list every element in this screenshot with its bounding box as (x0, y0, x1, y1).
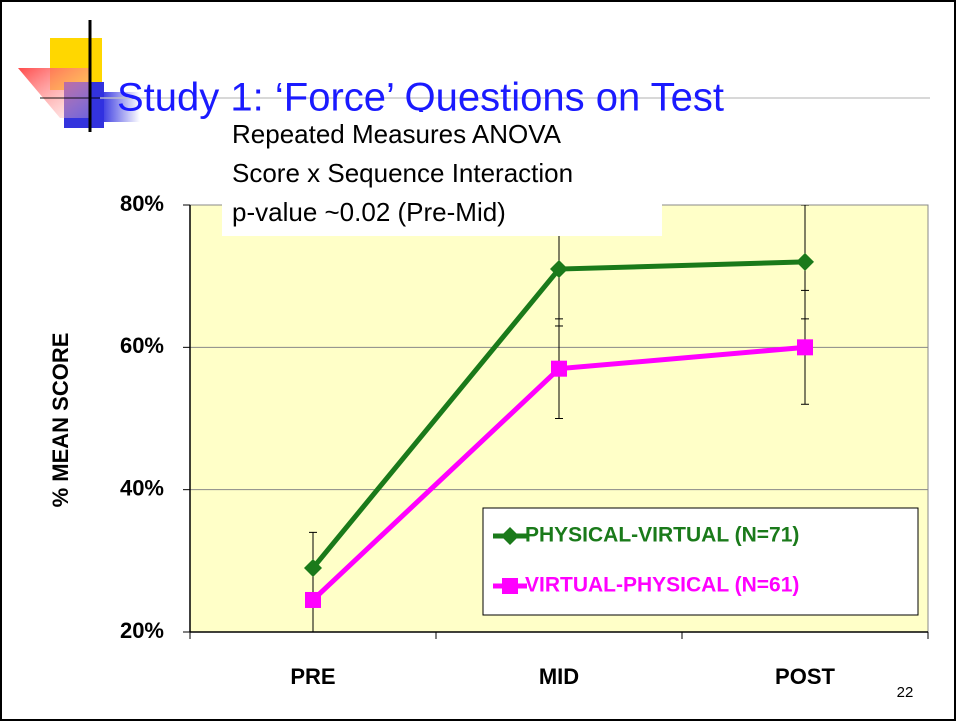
legend-label: PHYSICAL-VIRTUAL (N=71) (525, 524, 799, 547)
legend-marker (501, 527, 519, 545)
x-tick-label: POST (775, 664, 835, 689)
legend-marker (502, 578, 518, 594)
annotation-line: p-value ~0.02 (Pre-Mid) (232, 197, 506, 227)
data-point (796, 252, 814, 271)
legend-label: VIRTUAL-PHYSICAL (N=61) (525, 574, 799, 597)
data-point (797, 339, 813, 356)
annotation-box (222, 112, 662, 236)
page-number: 22 (897, 684, 914, 701)
y-tick-label: 40% (120, 475, 164, 500)
annotation: Repeated Measures ANOVA Score x Sequence … (222, 112, 662, 236)
x-tick-label: PRE (290, 664, 335, 689)
annotation-line: Score x Sequence Interaction (232, 158, 573, 188)
y-tick-label: 60% (120, 333, 164, 358)
y-tick-label: 20% (120, 618, 164, 643)
decoration (18, 20, 930, 132)
data-point (551, 360, 567, 377)
x-tick-label: MID (539, 664, 579, 689)
data-point (305, 591, 321, 608)
data-point (550, 260, 568, 279)
y-axis-label: % MEAN SCORE (48, 333, 73, 508)
legend-box (482, 507, 919, 616)
legend: PHYSICAL-VIRTUAL (N=71) VIRTUAL-PHYSICAL … (482, 507, 919, 616)
chart: 20% 40% 60% 80% PRE MID POST % MEAN SCORE PHYSIC… (48, 112, 929, 689)
data-point (304, 558, 322, 577)
annotation-line: Repeated Measures ANOVA (232, 119, 562, 149)
y-tick-label: 80% (120, 191, 164, 216)
